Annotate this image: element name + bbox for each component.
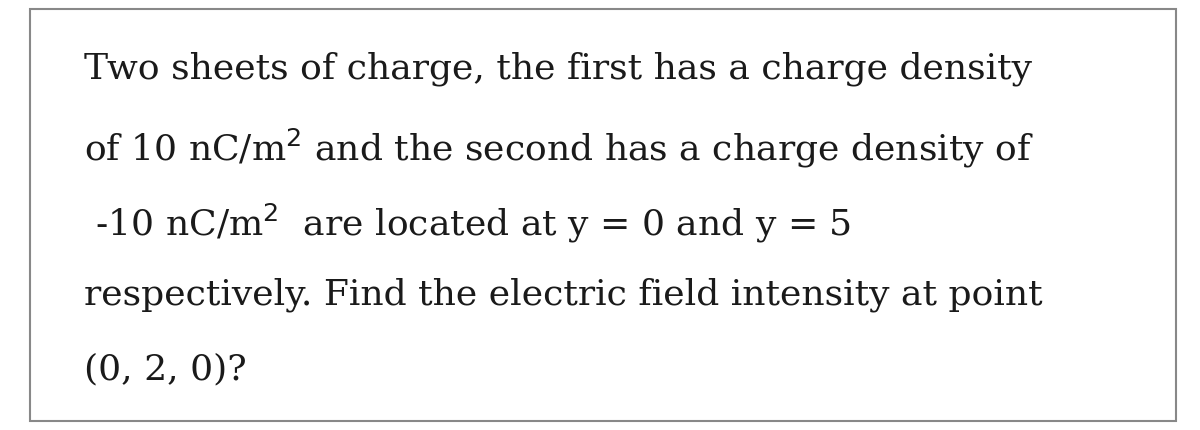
- Text: (0, 2, 0)?: (0, 2, 0)?: [84, 353, 247, 387]
- Text: Two sheets of charge, the first has a charge density: Two sheets of charge, the first has a ch…: [84, 52, 1032, 86]
- Text: respectively. Find the electric field intensity at point: respectively. Find the electric field in…: [84, 277, 1043, 312]
- FancyBboxPatch shape: [30, 9, 1176, 421]
- Text: of 10 nC/m$^2$ and the second has a charge density of: of 10 nC/m$^2$ and the second has a char…: [84, 127, 1033, 170]
- Text: -10 nC/m$^2$  are located at y = 0 and y = 5: -10 nC/m$^2$ are located at y = 0 and y …: [84, 202, 851, 245]
